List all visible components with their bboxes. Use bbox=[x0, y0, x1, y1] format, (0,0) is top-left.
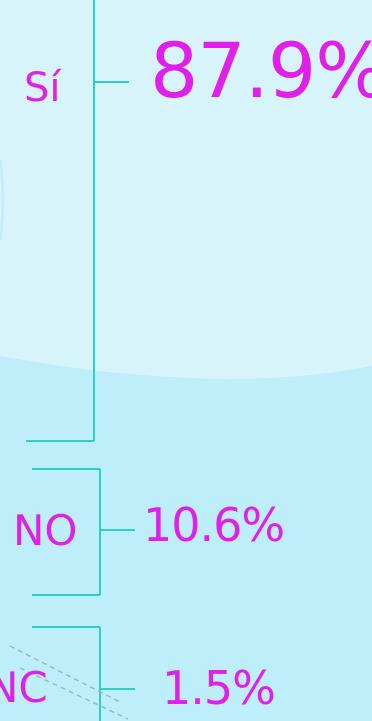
decorative-curve bbox=[0, 159, 5, 241]
bracket-si bbox=[26, 0, 129, 442]
category-label-no: NO bbox=[13, 506, 78, 555]
category-label-nc: NC bbox=[0, 663, 48, 712]
category-label-si: Sí bbox=[24, 65, 61, 111]
value-label-nc: 1.5% bbox=[162, 661, 276, 715]
value-label-no: 10.6% bbox=[143, 498, 285, 552]
value-label-si: 87.9% bbox=[150, 26, 372, 115]
bracket-nc bbox=[32, 626, 135, 721]
hatch-marks bbox=[9, 645, 129, 720]
bracket-no bbox=[32, 468, 135, 596]
